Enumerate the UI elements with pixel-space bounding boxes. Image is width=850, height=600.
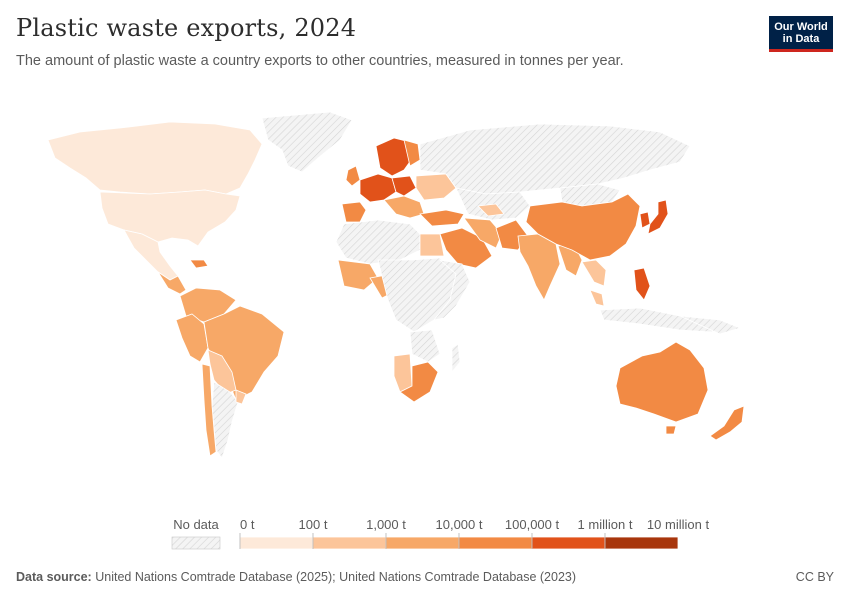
region-east-africa[interactable] xyxy=(433,259,471,321)
region-caribbean[interactable] xyxy=(189,259,209,269)
legend-swatch[interactable] xyxy=(458,536,533,550)
region-southern-africa[interactable] xyxy=(409,329,441,363)
owid-logo[interactable]: Our World in Data xyxy=(769,16,833,52)
region-korea[interactable] xyxy=(639,211,651,229)
region-iberia[interactable] xyxy=(341,201,367,223)
region-chile[interactable] xyxy=(201,363,217,457)
region-north-america-north[interactable] xyxy=(47,121,263,195)
region-tasmania[interactable] xyxy=(665,425,677,435)
region-papua[interactable] xyxy=(679,315,742,335)
legend-swatch[interactable] xyxy=(312,536,387,550)
legend-swatch[interactable] xyxy=(385,536,460,550)
region-china[interactable] xyxy=(525,193,641,261)
region-north-africa[interactable] xyxy=(335,219,421,265)
region-thailand-vietnam[interactable] xyxy=(581,259,607,287)
region-south-africa[interactable] xyxy=(399,361,439,403)
legend-tick-label: 1 million t xyxy=(578,517,633,532)
region-uzbekistan[interactable] xyxy=(477,203,505,217)
color-legend[interactable]: No data 0 t 100 t 1,000 t 10,000 t 100,000 t… xyxy=(0,512,850,557)
license[interactable]: CC BY xyxy=(795,570,834,584)
legend-tick-label: 10 million t xyxy=(647,517,710,532)
region-uk[interactable] xyxy=(345,165,361,187)
legend-tick-label: 10,000 t xyxy=(436,517,483,532)
data-source: Data source: United Nations Comtrade Dat… xyxy=(16,570,576,584)
region-italy-balkans[interactable] xyxy=(383,195,425,219)
region-uruguay[interactable] xyxy=(235,389,247,405)
legend-swatch[interactable] xyxy=(531,536,606,550)
legend-tick-label: 100,000 t xyxy=(505,517,560,532)
region-west-africa[interactable] xyxy=(337,259,379,291)
region-australia[interactable] xyxy=(615,341,709,423)
region-poland[interactable] xyxy=(391,175,417,197)
region-iran[interactable] xyxy=(463,217,503,249)
region-malaysia[interactable] xyxy=(589,289,605,307)
legend-swatch[interactable] xyxy=(604,536,679,550)
region-greenland[interactable] xyxy=(261,111,353,173)
legend-tick-label: 0 t xyxy=(240,517,255,532)
region-japan[interactable] xyxy=(647,199,669,235)
region-bolivia-paraguay[interactable] xyxy=(207,349,237,395)
region-namibia[interactable] xyxy=(393,353,413,393)
region-turkey[interactable] xyxy=(419,209,465,227)
region-russia[interactable] xyxy=(419,123,691,195)
region-central-america[interactable] xyxy=(157,271,187,295)
legend-no-data-swatch[interactable] xyxy=(171,536,221,550)
legend-tick-label: 1,000 t xyxy=(366,517,406,532)
region-madagascar[interactable] xyxy=(451,343,461,374)
region-egypt[interactable] xyxy=(419,233,445,257)
logo-line-2: in Data xyxy=(782,33,820,45)
legend-swatch[interactable] xyxy=(239,536,314,550)
world-map-svg xyxy=(47,111,745,459)
logo-line-1: Our World xyxy=(774,21,828,33)
source-label: Data source: xyxy=(16,570,92,584)
legend-no-data-label: No data xyxy=(173,517,219,532)
region-indonesia[interactable] xyxy=(599,307,721,333)
region-philippines[interactable] xyxy=(633,267,651,301)
region-central-africa[interactable] xyxy=(377,257,457,333)
chart-subtitle: The amount of plastic waste a country ex… xyxy=(16,53,624,69)
region-india[interactable] xyxy=(517,233,561,301)
region-new-zealand[interactable] xyxy=(709,405,745,441)
legend-svg: No data 0 t 100 t 1,000 t 10,000 t 100,000 t… xyxy=(171,517,710,550)
region-usa[interactable] xyxy=(99,189,241,247)
region-western-europe[interactable] xyxy=(359,173,397,203)
legend-tick-label: 100 t xyxy=(299,517,328,532)
world-map[interactable] xyxy=(0,110,850,480)
region-peru[interactable] xyxy=(175,313,209,363)
source-text[interactable]: United Nations Comtrade Database (2025);… xyxy=(95,570,577,584)
chart-title: Plastic waste exports, 2024 xyxy=(16,14,357,42)
